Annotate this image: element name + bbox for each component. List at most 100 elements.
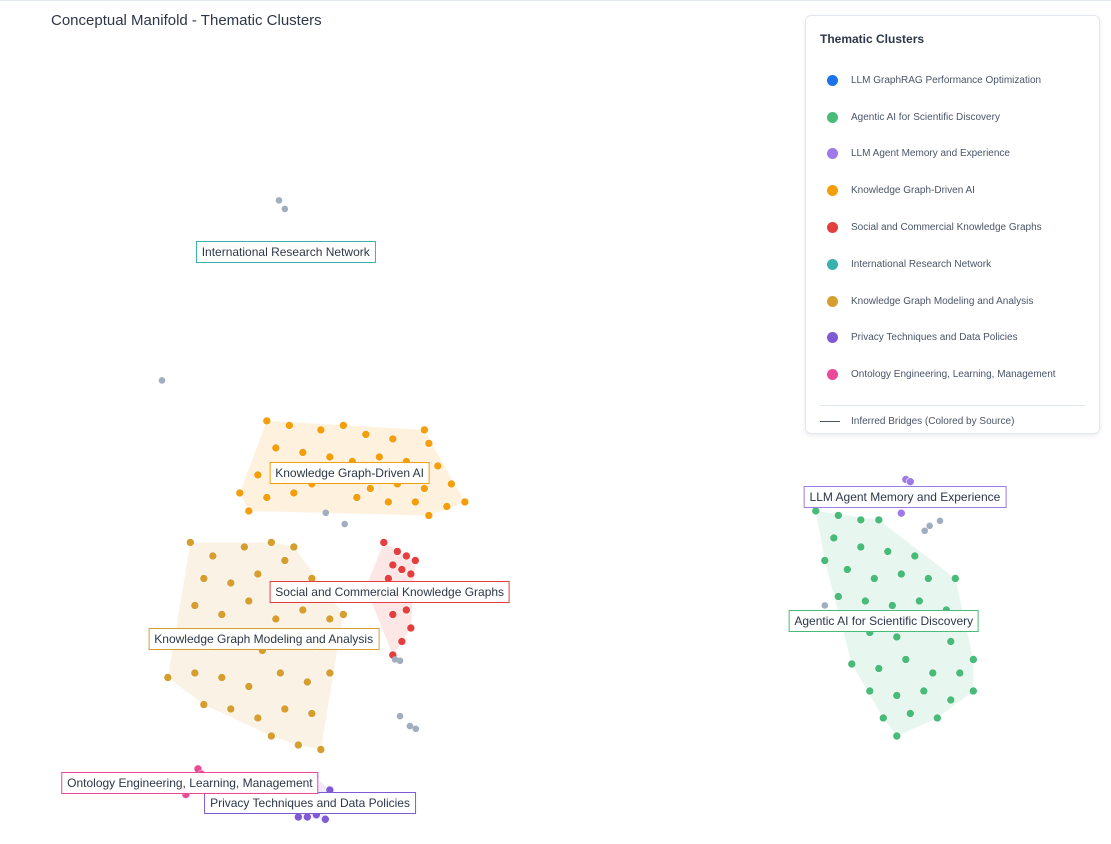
data-point[interactable] [289, 488, 299, 498]
data-point[interactable] [861, 596, 870, 606]
data-point[interactable] [865, 686, 875, 696]
data-point[interactable] [208, 551, 218, 561]
data-point[interactable] [388, 560, 398, 570]
data-point[interactable] [361, 430, 371, 439]
data-point[interactable] [834, 592, 843, 601]
data-point[interactable] [924, 574, 933, 583]
data-point[interactable] [271, 614, 281, 624]
data-point[interactable] [217, 610, 227, 619]
data-point[interactable] [199, 574, 209, 583]
unassigned-point[interactable] [396, 657, 404, 665]
data-point[interactable] [901, 655, 911, 664]
data-point[interactable] [397, 637, 407, 646]
data-point[interactable] [316, 745, 326, 754]
data-point[interactable] [253, 569, 263, 579]
unassigned-point[interactable] [158, 377, 166, 384]
data-point[interactable] [402, 605, 411, 615]
data-point[interactable] [447, 479, 456, 489]
data-point[interactable] [276, 668, 285, 678]
data-point[interactable] [339, 610, 348, 619]
data-point[interactable] [897, 508, 906, 518]
data-point[interactable] [289, 542, 299, 552]
legend-item[interactable]: Agentic AI for Scientific Discovery [820, 99, 1085, 136]
data-point[interactable] [388, 610, 398, 619]
data-point[interactable] [856, 515, 866, 525]
data-point[interactable] [163, 673, 173, 682]
data-point[interactable] [316, 425, 326, 435]
data-point[interactable] [424, 511, 434, 520]
unassigned-point[interactable] [322, 509, 330, 517]
data-point[interactable] [267, 538, 276, 547]
data-point[interactable] [280, 556, 290, 565]
data-point[interactable] [303, 677, 312, 687]
data-point[interactable] [883, 547, 893, 556]
data-point[interactable] [402, 551, 411, 561]
unassigned-point[interactable] [391, 656, 399, 663]
data-point[interactable] [829, 533, 839, 543]
data-point[interactable] [411, 497, 420, 507]
data-point[interactable] [406, 569, 416, 579]
data-point[interactable] [244, 682, 254, 691]
data-point[interactable] [420, 484, 429, 493]
data-point[interactable] [847, 659, 857, 669]
data-point[interactable] [906, 477, 915, 486]
data-point[interactable] [271, 443, 281, 453]
unassigned-point[interactable] [921, 527, 929, 535]
legend-item[interactable]: Knowledge Graph-Driven AI [820, 172, 1085, 209]
data-point[interactable] [433, 461, 443, 471]
data-point[interactable] [267, 731, 276, 741]
data-point[interactable] [321, 814, 330, 824]
data-point[interactable] [460, 497, 470, 507]
unassigned-point[interactable] [821, 602, 829, 609]
data-point[interactable] [186, 538, 195, 547]
data-point[interactable] [897, 569, 906, 579]
data-point[interactable] [933, 713, 942, 723]
data-point[interactable] [397, 565, 407, 574]
data-point[interactable] [888, 601, 897, 610]
unassigned-point[interactable] [406, 722, 414, 730]
data-point[interactable] [307, 709, 317, 718]
data-point[interactable] [285, 421, 294, 430]
data-point[interactable] [379, 538, 389, 547]
data-point[interactable] [244, 506, 254, 516]
data-point[interactable] [406, 623, 416, 633]
data-point[interactable] [190, 601, 200, 610]
data-point[interactable] [946, 637, 956, 646]
data-point[interactable] [294, 740, 303, 750]
data-point[interactable] [910, 551, 920, 561]
data-point[interactable] [280, 704, 290, 714]
data-point[interactable] [303, 812, 312, 822]
data-point[interactable] [892, 691, 902, 700]
data-point[interactable] [411, 556, 420, 565]
legend-item[interactable]: International Research Network [820, 246, 1085, 283]
data-point[interactable] [393, 547, 402, 556]
legend-item[interactable]: LLM Agent Memory and Experience [820, 136, 1085, 173]
data-point[interactable] [325, 668, 335, 678]
data-point[interactable] [834, 511, 843, 520]
data-point[interactable] [906, 709, 915, 718]
data-point[interactable] [420, 425, 429, 435]
unassigned-point[interactable] [936, 517, 944, 525]
data-point[interactable] [226, 704, 236, 714]
data-point[interactable] [919, 686, 929, 696]
data-point[interactable] [424, 439, 434, 448]
data-point[interactable] [226, 578, 236, 588]
data-point[interactable] [294, 812, 303, 822]
unassigned-point[interactable] [281, 205, 289, 213]
data-point[interactable] [870, 574, 879, 583]
data-point[interactable] [235, 488, 245, 498]
data-point[interactable] [874, 515, 884, 525]
data-point[interactable] [874, 664, 884, 673]
data-point[interactable] [820, 556, 830, 565]
data-point[interactable] [325, 452, 335, 462]
data-point[interactable] [262, 416, 272, 426]
data-point[interactable] [199, 700, 209, 709]
legend-item[interactable]: Ontology Engineering, Learning, Manageme… [820, 356, 1085, 393]
data-point[interactable] [262, 493, 272, 502]
data-point[interactable] [384, 497, 393, 507]
data-point[interactable] [190, 668, 200, 678]
data-point[interactable] [375, 452, 384, 462]
data-point[interactable] [969, 686, 978, 696]
data-point[interactable] [969, 655, 978, 664]
